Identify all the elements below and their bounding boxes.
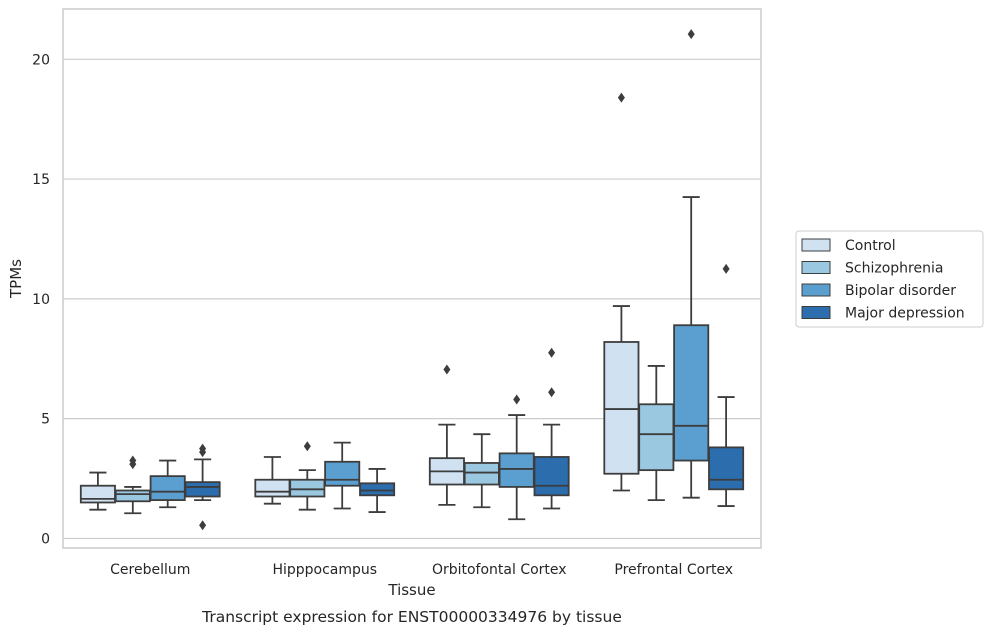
iqr-box [149,475,186,501]
box-0-0 [79,471,116,511]
box-0-2 [428,364,465,506]
iqr-box [533,456,570,497]
outlier-point [303,441,311,452]
legend-item: Control [801,238,896,254]
y-tick-labels: 0 5 10 15 20 [32,52,50,547]
box-3-0 [184,443,221,531]
iqr-box [359,482,396,497]
box-3-1 [359,468,396,513]
legend-label: Bipolar disorder [845,283,956,299]
legend-label: Schizophrenia [845,261,943,277]
y-tick-label: 5 [41,412,50,428]
iqr-box [254,478,291,498]
iqr-box [289,478,326,498]
x-tick-label: Prefrontal Cortex [614,562,733,578]
box-2-3 [673,29,710,499]
legend-item: Schizophrenia [801,261,943,277]
iqr-box [673,324,710,462]
outlier-point [129,455,137,466]
iqr-box [114,489,151,503]
outlier-point [199,443,207,454]
box-0-3 [603,92,640,492]
iqr-box [463,462,500,486]
legend-frame [795,230,984,328]
iqr-box [184,481,221,498]
box-2-1 [324,441,361,510]
outlier-point [199,520,207,531]
box-1-3 [638,365,675,501]
series-control [79,92,640,511]
outlier-point [443,364,451,375]
series-schizophrenia [114,365,675,515]
legend-label: Control [845,238,896,254]
legend-swatch [801,306,831,319]
legend-swatch [801,238,831,252]
legend-item: Bipolar disorder [801,283,956,299]
x-tick-label: Cerebellum [110,562,190,578]
iqr-box [708,446,745,491]
box-series [79,29,745,531]
x-tick-labels: Cerebellum Hipppocampus Orbitofontal Corte… [110,562,733,578]
iqr-box [324,460,361,487]
x-tick-label: Orbitofontal Cortex [432,562,567,578]
legend-swatch [801,261,831,274]
box-2-2 [498,394,535,521]
x-tick-label: Hipppocampus [272,562,377,578]
legend-swatch [801,283,831,297]
iqr-box [79,484,116,504]
iqr-box [603,341,640,475]
outlier-point [722,263,730,274]
y-tick-label: 10 [32,292,50,308]
legend-label: Major depression [845,306,965,322]
box-1-2 [463,433,500,509]
box-1-1 [289,441,326,511]
figure-caption: Transcript expression for ENST0000033497… [201,608,622,626]
legend-items: Control Schizophrenia Bipolar disorder Majo… [801,238,965,322]
box-3-3 [708,263,745,507]
legend: Control Schizophrenia Bipolar disorder Majo… [795,230,984,328]
iqr-box [498,452,535,488]
y-tick-label: 0 [41,531,50,547]
box-2-0 [149,459,186,509]
outlier-point [548,387,556,398]
y-axis-title: TPMs [7,259,25,299]
box-1-0 [114,455,151,515]
box-3-2 [533,347,570,510]
y-tick-label: 15 [32,172,50,188]
iqr-box [638,403,675,472]
box-0-1 [254,456,291,505]
outlier-point [548,347,556,358]
outlier-point [513,394,521,405]
x-axis-title: Tissue [387,581,435,599]
plot-frame [62,8,762,549]
outlier-point [687,29,695,40]
legend-item: Major depression [801,306,965,322]
outlier-point [617,92,625,103]
series-major-depression [184,263,745,531]
series-bipolar-disorder [149,29,710,521]
y-tick-label: 20 [32,52,50,68]
